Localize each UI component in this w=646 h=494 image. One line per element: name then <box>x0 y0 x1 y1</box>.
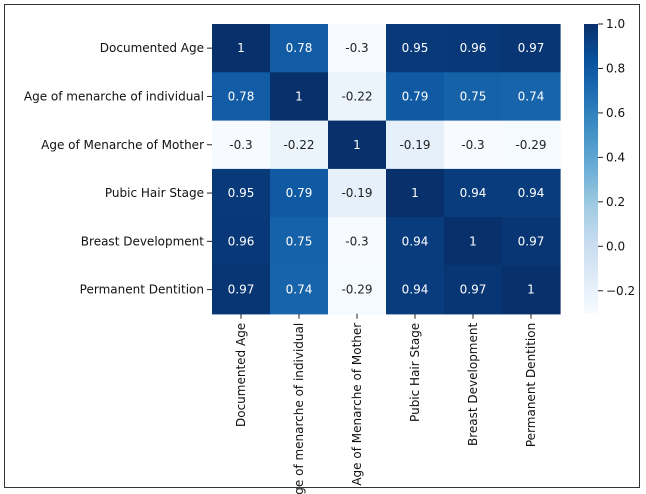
cell-value-labels: 1 0.78 -0.3 0.95 0.96 0.97 0.78 1 -0.22 0.79 0.75 0… <box>228 41 547 297</box>
heatmap-cell <box>212 24 271 73</box>
heatmap-cell <box>270 168 329 218</box>
cell-value-label: 0.97 <box>460 283 487 297</box>
cell-value-label: 0.75 <box>286 234 313 248</box>
heatmap-cell <box>386 217 445 267</box>
cell-value-label: 0.95 <box>228 186 255 200</box>
cell-value-label: 1 <box>527 283 535 297</box>
cell-value-label: 0.94 <box>460 186 487 200</box>
cell-value-label: -0.3 <box>345 41 368 55</box>
y-tick-label: Documented Age <box>100 41 204 55</box>
cell-value-label: 0.97 <box>518 41 545 55</box>
heatmap-cell <box>270 120 329 170</box>
heatmap-cell <box>444 24 503 73</box>
colorbar-tick-label: −0.2 <box>606 284 635 298</box>
heatmap-cell <box>270 72 329 122</box>
cell-value-label: 0.97 <box>228 283 255 297</box>
cell-value-label: 0.96 <box>228 234 255 248</box>
heatmap-cells <box>212 24 561 315</box>
heatmap-cell <box>444 72 503 122</box>
cell-value-label: 0.74 <box>518 89 545 103</box>
heatmap-cell <box>502 24 561 73</box>
cell-value-label: 1 <box>411 186 419 200</box>
x-tick-label: Age of Menarche of Mother <box>350 323 364 486</box>
cell-value-label: 0.79 <box>286 186 313 200</box>
heatmap-cell <box>386 120 445 170</box>
y-tick-label: Permanent Dentition <box>80 283 204 297</box>
colorbar-tick-label: 0.8 <box>606 61 625 75</box>
cell-value-label: -0.19 <box>341 186 372 200</box>
heatmap-cell <box>212 168 271 218</box>
heatmap-cell <box>212 217 271 267</box>
cell-value-label: -0.3 <box>345 234 368 248</box>
heatmap-cell <box>386 24 445 73</box>
colorbar-ticks: 1.0 0.8 0.6 0.4 0.2 0.0 −0.2 <box>598 17 635 298</box>
heatmap-cell <box>328 24 387 73</box>
colorbar-tick-label: 0.2 <box>606 195 625 209</box>
cell-value-label: 0.75 <box>460 89 487 103</box>
heatmap-cell <box>444 217 503 267</box>
y-tick-label: Pubic Hair Stage <box>105 186 204 200</box>
cell-value-label: -0.29 <box>341 283 372 297</box>
cell-value-label: 1 <box>295 89 303 103</box>
colorbar-tick-label: 0.6 <box>606 106 625 120</box>
cell-value-label: 0.94 <box>518 186 545 200</box>
heatmap-cell <box>270 217 329 267</box>
heatmap-cell <box>386 168 445 218</box>
cell-value-label: 0.94 <box>402 234 429 248</box>
y-tick-label: Age of Menarche of Mother <box>41 138 204 152</box>
heatmap-cell <box>444 265 503 315</box>
y-tick-label: Age of menarche of individual <box>24 89 204 103</box>
cell-value-label: 0.79 <box>402 89 429 103</box>
cell-value-label: 1 <box>353 138 361 152</box>
x-tick-label: Pubic Hair Stage <box>408 323 422 422</box>
cell-value-label: -0.29 <box>515 138 546 152</box>
heatmap-cell <box>386 72 445 122</box>
heatmap-cell <box>328 265 387 315</box>
cell-value-label: 0.95 <box>402 41 429 55</box>
heatmap-cell <box>328 168 387 218</box>
cell-value-label: -0.22 <box>283 138 314 152</box>
y-tick-label: Breast Development <box>81 234 204 248</box>
heatmap-cell <box>386 265 445 315</box>
cell-value-label: -0.3 <box>461 138 484 152</box>
colorbar-gradient <box>584 24 598 313</box>
heatmap-cell <box>328 120 387 170</box>
cell-value-label: -0.22 <box>341 89 372 103</box>
x-tick-label: Documented Age <box>234 323 248 427</box>
colorbar-tick-label: 0.4 <box>606 150 625 164</box>
heatmap-cell <box>502 72 561 122</box>
cell-value-label: 0.94 <box>402 283 429 297</box>
heatmap-cell <box>502 120 561 170</box>
cell-value-label: 0.97 <box>518 234 545 248</box>
cell-value-label: 1 <box>237 41 245 55</box>
cell-value-label: 1 <box>469 234 477 248</box>
cell-value-label: 0.78 <box>286 41 313 55</box>
y-axis-ticks: Documented Age Age of menarche of individ… <box>24 41 212 297</box>
colorbar-tick-label: 1.0 <box>606 17 625 31</box>
heatmap-cell <box>212 72 271 122</box>
heatmap-cell <box>502 217 561 267</box>
x-tick-label: Age of menarche of individual <box>292 323 306 494</box>
heatmap-cell <box>502 168 561 218</box>
x-axis-ticks: Documented Age Age of menarche of individ… <box>234 313 538 494</box>
colorbar: 1.0 0.8 0.6 0.4 0.2 0.0 −0.2 <box>584 17 635 313</box>
cell-value-label: 0.78 <box>228 89 255 103</box>
heatmap-cell <box>444 168 503 218</box>
cell-value-label: 0.96 <box>460 41 487 55</box>
heatmap-cell <box>270 265 329 315</box>
heatmap-cell <box>444 120 503 170</box>
cell-value-label: -0.19 <box>399 138 430 152</box>
heatmap-cell <box>212 265 271 315</box>
heatmap-cell <box>502 265 561 315</box>
x-tick-label: Permanent Dentition <box>524 323 538 447</box>
heatmap-cell <box>328 217 387 267</box>
heatmap-cell <box>212 120 271 170</box>
x-tick-label: Breast Development <box>466 323 480 446</box>
colorbar-tick-label: 0.0 <box>606 239 625 253</box>
heatmap-cell <box>328 72 387 122</box>
cell-value-label: -0.3 <box>229 138 252 152</box>
heatmap-cell <box>270 24 329 73</box>
cell-value-label: 0.74 <box>286 283 313 297</box>
